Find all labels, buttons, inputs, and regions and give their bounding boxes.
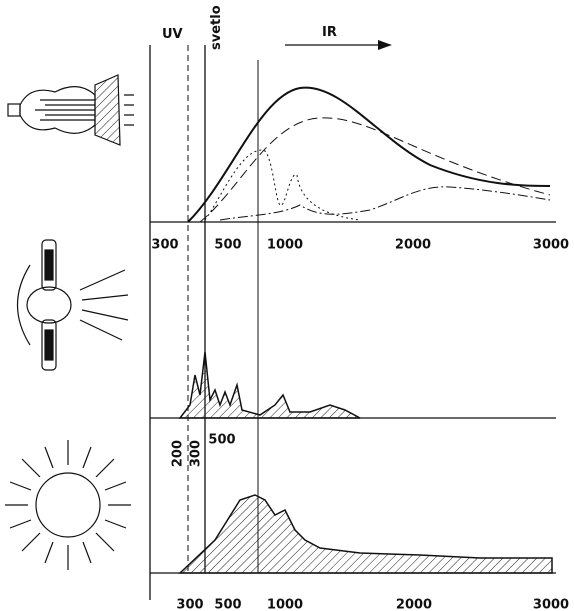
- ir-label: IR: [322, 25, 337, 40]
- x-tick-label: 2000: [395, 238, 431, 253]
- sun-icon: [5, 440, 131, 570]
- x-tick-label: 1000: [267, 238, 303, 253]
- uv-label: UV: [162, 27, 183, 42]
- sun-spectrum: [178, 494, 553, 574]
- x-tick-label: 500: [208, 433, 235, 448]
- x-tick-label: 300: [176, 598, 203, 611]
- x-tick-label: 200: [171, 440, 186, 467]
- visible-label: svetlo: [209, 5, 224, 50]
- x-tick-label: 300: [189, 440, 204, 467]
- x-tick-label: 2000: [396, 598, 432, 611]
- bulb-icon: [7, 74, 134, 146]
- x-tick-label: 300: [151, 238, 178, 253]
- x-tick-label: 500: [214, 238, 241, 253]
- x-tick-label: 3000: [533, 238, 569, 253]
- arc-lamp-icon: [16, 239, 129, 371]
- arc-lamp-spectrum: [178, 351, 361, 419]
- incandescent-curves: [187, 86, 551, 223]
- x-tick-label: 1000: [267, 598, 303, 611]
- x-tick-label: 500: [214, 598, 241, 611]
- x-tick-label: 3000: [533, 598, 569, 611]
- axes: [149, 40, 556, 600]
